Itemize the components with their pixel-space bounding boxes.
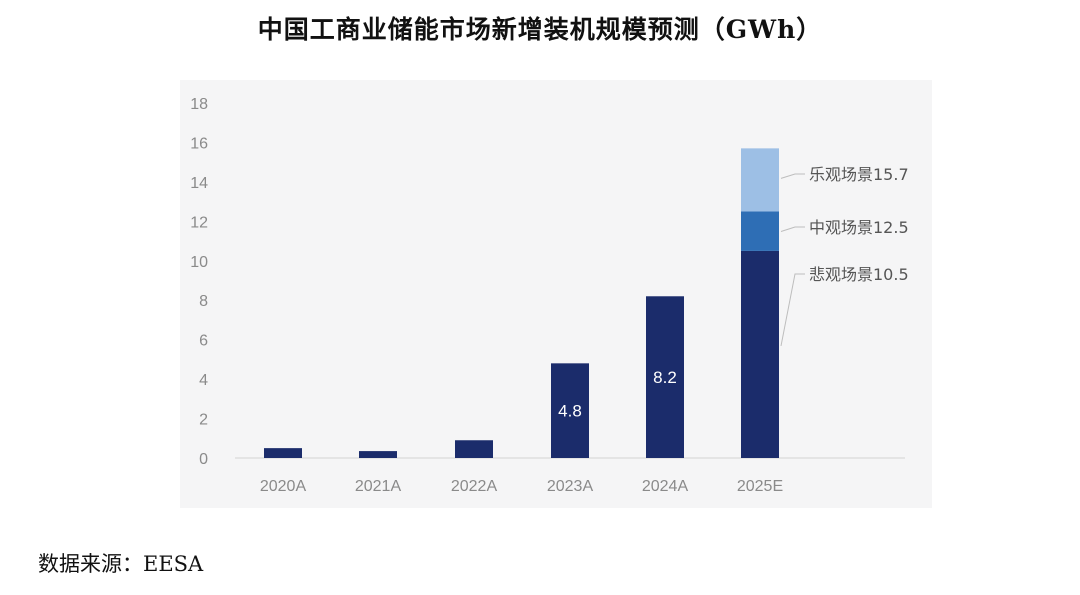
bar [551,363,589,458]
callout-line [780,273,805,347]
x-tick-label: 2022A [451,478,498,495]
y-tick-label: 0 [199,451,208,468]
scenario-callouts: 乐观场景15.7 中观场景12.5 悲观场景10.5 [780,165,909,347]
x-tick-label: 2020A [260,478,307,495]
bar [264,448,302,458]
bar [646,296,684,458]
data-source: 数据来源：EESA [38,552,204,576]
y-tick-label: 14 [190,175,208,192]
x-axis: 2020A 2021A 2022A 2023A 2024A 2025E [235,457,905,495]
bars: 4.8 8.2 [264,148,779,458]
bar-segment [741,211,779,251]
data-label: 4.8 [558,402,582,421]
x-tick-label: 2025E [737,478,783,495]
y-tick-label: 12 [190,214,208,231]
x-tick-label: 2024A [642,478,689,495]
scenario-label: 乐观场景15.7 [809,165,909,184]
x-tick-label: 2023A [547,478,594,495]
y-tick-label: 10 [190,254,208,271]
bar [455,440,493,458]
bar-segment [741,148,779,212]
y-tick-label: 18 [190,96,208,113]
bar-segment [741,250,779,458]
x-tick-label: 2021A [355,478,402,495]
y-tick-label: 8 [199,293,208,310]
callout-line [780,226,805,232]
y-tick-label: 4 [199,372,208,389]
y-tick-label: 2 [199,412,208,429]
scenario-label: 悲观场景10.5 [809,265,909,284]
scenario-label: 中观场景12.5 [809,218,909,237]
y-tick-label: 16 [190,135,208,152]
y-tick-label: 6 [199,333,208,350]
data-label: 8.2 [653,368,677,387]
y-axis: 0 2 4 6 8 10 12 14 16 18 [190,96,208,468]
callout-line [780,173,805,179]
bar [359,451,397,458]
chart-title: 中国工商业储能市场新增装机规模预测（GWh） [257,15,823,44]
